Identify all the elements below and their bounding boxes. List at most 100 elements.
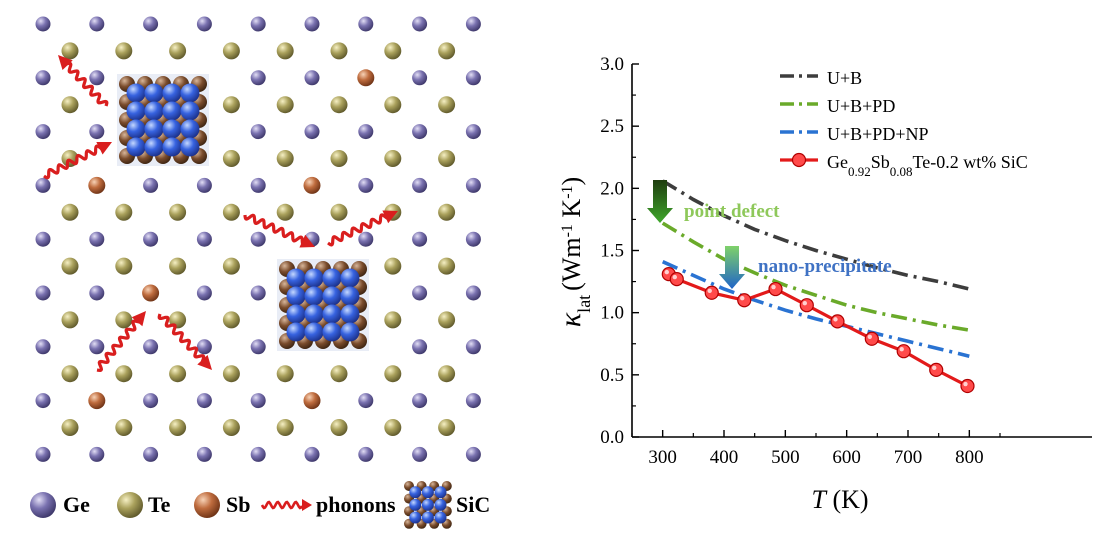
y-tick-label: 3.0 [600, 54, 624, 75]
data-point [737, 293, 752, 308]
x-tick-label: 500 [771, 447, 800, 468]
legend-item-te: Te [117, 492, 171, 518]
ge-atom [196, 339, 212, 355]
x-tick-label: 600 [832, 447, 861, 468]
ge-atom [89, 339, 105, 355]
phonon-arrow-incoming-1 [43, 142, 112, 180]
data-point [704, 285, 719, 300]
si-atom [286, 322, 306, 342]
si-atom [162, 119, 182, 139]
si-atom [340, 322, 360, 342]
ge-atom [465, 339, 481, 355]
si-atom [162, 137, 182, 157]
sic-cluster [277, 259, 369, 351]
ge-atom [412, 177, 428, 193]
y-tick-label: 1.5 [600, 241, 624, 262]
x-tick-label: 800 [955, 447, 984, 468]
ge-atom [196, 16, 212, 32]
data-point [960, 378, 975, 394]
ge-atom [412, 124, 428, 140]
te-atom [384, 150, 402, 167]
phonon-arrows [43, 55, 398, 372]
data-point [830, 314, 845, 329]
si-atom [180, 137, 200, 157]
ge-atom [250, 393, 266, 409]
te-atom [330, 42, 348, 60]
sb-atom [88, 176, 106, 194]
ge-atom [412, 339, 428, 355]
te-atom [222, 311, 240, 329]
ge-atom [250, 16, 266, 32]
te-atom [115, 257, 133, 275]
lattice-schematic: Ge Te Sb phonons SiC [30, 16, 490, 529]
ge-atom [358, 177, 374, 193]
te-atom [384, 365, 402, 383]
annotations: point defect nano-precipitate [647, 180, 892, 289]
te-atom [61, 42, 79, 60]
te-atom [438, 419, 456, 436]
te-atom [330, 203, 348, 221]
legend-label-ub-pd: U+B+PD [827, 96, 895, 116]
ge-atom [35, 393, 51, 409]
te-atom [61, 365, 79, 383]
ge-atom [89, 16, 105, 32]
series-line-2 [661, 260, 970, 358]
si-atom [126, 119, 146, 139]
sb-legend-icon [194, 492, 220, 518]
ge-atom [89, 446, 105, 462]
ge-atom [358, 393, 374, 409]
te-atom [330, 96, 348, 114]
si-atom [144, 83, 164, 103]
ge-atom [35, 124, 51, 140]
data-point [799, 298, 814, 313]
ge-atom [250, 285, 266, 301]
te-atom [115, 419, 133, 436]
si-atom [286, 304, 306, 324]
te-atom [222, 96, 240, 114]
te-atom [438, 365, 456, 383]
y-tick-label: 2.0 [600, 178, 624, 199]
data-point [669, 271, 684, 287]
data-point-highlight [867, 334, 873, 339]
te-atom [384, 419, 402, 436]
data-point [929, 362, 944, 377]
si-atom [340, 304, 360, 324]
te-atom [61, 419, 79, 436]
te-atom [61, 203, 79, 221]
si-atom [286, 268, 306, 288]
te-legend-icon [117, 492, 143, 518]
x-tick-label: 400 [710, 447, 739, 468]
data-point [768, 281, 783, 297]
y-tick-label: 0.0 [600, 427, 624, 448]
te-atom [384, 311, 402, 329]
ge-atom [358, 16, 374, 32]
sb-atom [142, 284, 160, 302]
si-atom [180, 83, 200, 103]
ge-atom [250, 124, 266, 140]
ge-atom [35, 177, 51, 193]
ge-atom [143, 339, 159, 355]
ge-atom [196, 446, 212, 462]
te-atom [169, 42, 187, 60]
phonon-arrow-incoming-3 [96, 311, 146, 372]
te-atom [115, 42, 133, 60]
legend-label-phonons: phonons [316, 492, 396, 517]
si-atom [144, 119, 164, 139]
data-point-highlight [963, 381, 968, 387]
te-atom [222, 257, 240, 275]
data-point-highlight [740, 296, 745, 301]
si-atom [180, 119, 200, 139]
si-atom [304, 322, 324, 342]
data-point-highlight [672, 274, 677, 280]
te-atom [169, 257, 187, 275]
ge-atom [465, 177, 481, 193]
data-point-highlight [802, 301, 807, 306]
sic-cluster [117, 74, 209, 166]
te-atom [438, 150, 456, 167]
phonon-arrow-outgoing-2 [327, 210, 398, 247]
ge-atom [465, 70, 481, 86]
ge-atom [358, 231, 374, 247]
series-line-0 [661, 179, 970, 291]
te-atom [222, 42, 240, 60]
te-atom [438, 311, 456, 329]
